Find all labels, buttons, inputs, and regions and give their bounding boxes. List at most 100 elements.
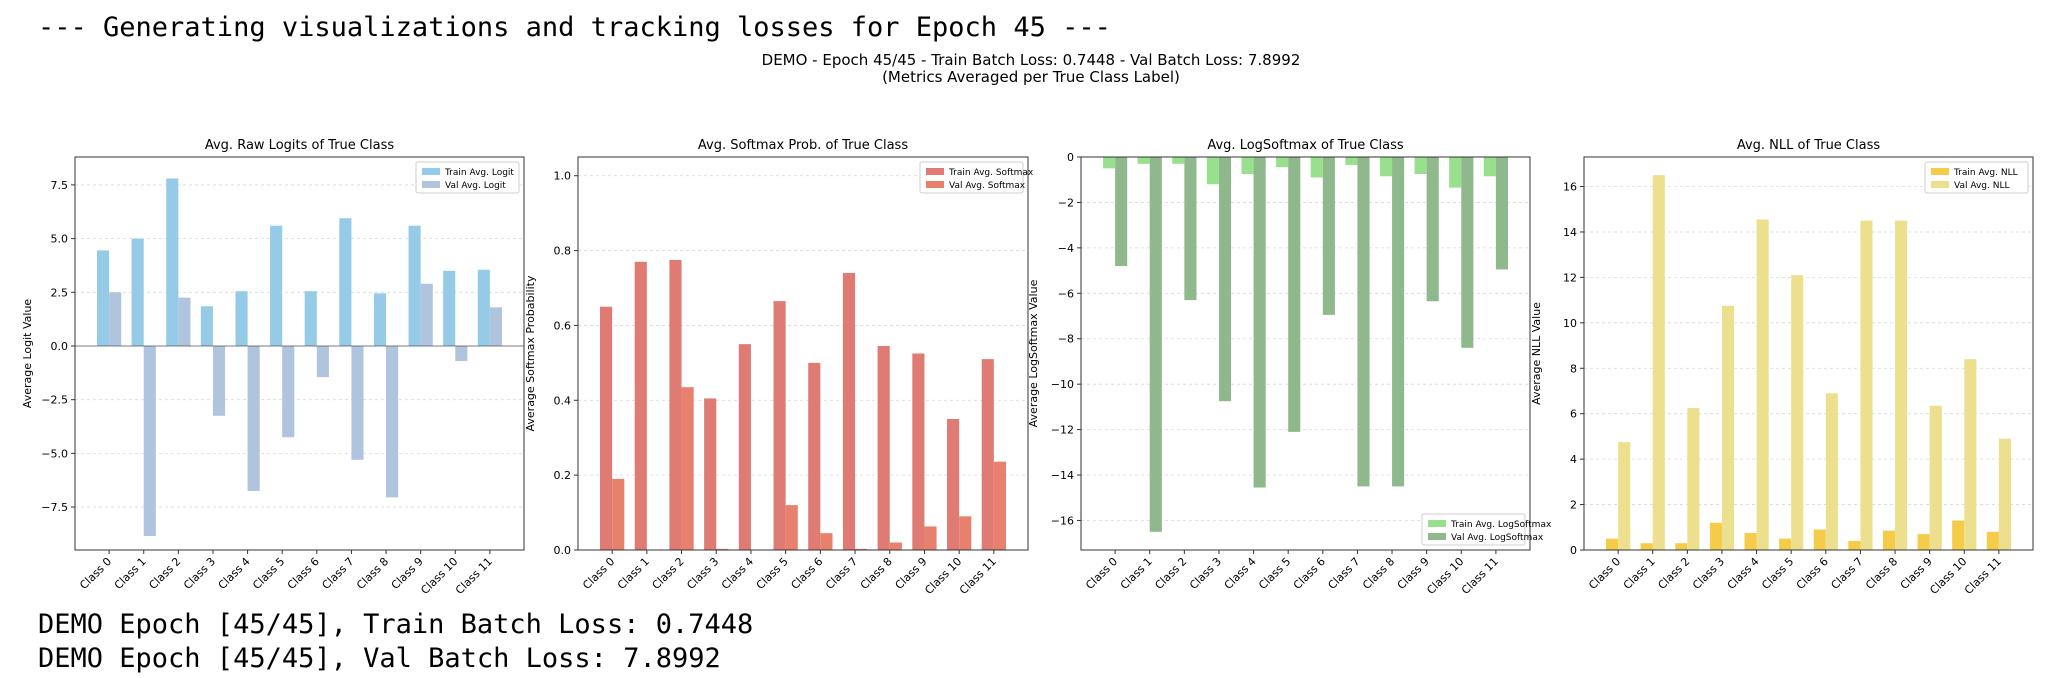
x-tick-label: Class 4 (719, 555, 756, 592)
x-tick-label: Class 2 (146, 555, 183, 592)
bar-val-1 (1652, 175, 1665, 550)
x-tick-label: Class 7 (1325, 555, 1362, 592)
bar-train-7 (339, 218, 352, 346)
bar-val-7 (1357, 157, 1370, 487)
chart-legend: Train Avg. NLL Val Avg. NLL (1924, 161, 2029, 194)
y-tick-label: 12 (1563, 271, 1577, 284)
x-tick-label: Class 11 (1459, 555, 1501, 597)
x-tick-label: Class 1 (112, 555, 149, 592)
x-tick-label: Class 5 (1759, 555, 1796, 592)
y-tick-label: 0.0 (51, 340, 69, 353)
y-tick-label: 0 (1570, 544, 1577, 557)
y-tick-label: 0.0 (554, 544, 572, 557)
figure-suptitle-line-1: DEMO - Epoch 45/45 - Train Batch Loss: 0… (761, 51, 1301, 69)
bar-val-8 (1895, 220, 1908, 550)
bar-train-7 (1345, 157, 1358, 165)
x-tick-label: Class 2 (1152, 555, 1189, 592)
x-tick-label: Class 0 (77, 555, 114, 592)
y-tick-label: 16 (1563, 181, 1577, 194)
bar-val-9 (420, 283, 433, 346)
bar-val-5 (1288, 157, 1301, 432)
x-tick-label: Class 4 (1725, 555, 1762, 592)
y-axis-label: Average Logit Value (21, 299, 34, 409)
bar-val-10 (455, 345, 468, 362)
bar-train-5 (1779, 538, 1792, 550)
y-tick-label: 0.4 (554, 394, 572, 407)
bar-train-9 (408, 225, 421, 346)
bar-train-4 (235, 291, 248, 346)
bar-val-10 (959, 516, 972, 550)
x-tick-label: Class 6 (285, 555, 322, 592)
x-tick-label: Class 10 (922, 555, 964, 597)
bar-train-0 (97, 250, 110, 346)
bar-val-11 (1495, 157, 1508, 270)
legend-swatch (1931, 168, 1949, 175)
bar-train-10 (1449, 157, 1462, 188)
x-tick-label: Class 1 (615, 555, 652, 592)
bar-train-3 (704, 398, 717, 550)
y-tick-label: −7.5 (41, 501, 68, 514)
chart-legend: Train Avg. Softmax Val Avg. Softmax (919, 161, 1034, 194)
legend-label: Train Avg. Logit (444, 168, 514, 178)
bar-val-3 (212, 345, 226, 416)
bar-val-6 (1825, 393, 1838, 550)
bar-val-9 (924, 526, 937, 550)
bar-val-1 (143, 345, 156, 537)
y-tick-label: 2 (1570, 499, 1577, 512)
bar-train-0 (1606, 538, 1619, 550)
legend-label: Val Avg. LogSoftmax (1451, 533, 1544, 543)
x-tick-label: Class 2 (1655, 555, 1692, 592)
x-tick-label: Class 4 (216, 555, 253, 592)
bar-val-8 (889, 542, 902, 550)
legend-box (1924, 161, 2029, 194)
y-tick-label: 5.0 (51, 233, 69, 246)
bar-val-0 (1115, 157, 1128, 267)
chart-title: Avg. NLL of True Class (1737, 138, 1881, 153)
y-tick-label: 1.0 (554, 170, 572, 183)
x-tick-label: Class 10 (418, 555, 460, 597)
bar-train-4 (1744, 532, 1757, 550)
x-tick-label: Class 10 (1927, 555, 1969, 597)
bar-train-7 (1848, 540, 1861, 550)
bar-train-3 (1206, 157, 1219, 185)
bar-val-9 (1426, 157, 1439, 302)
bar-train-2 (166, 178, 179, 346)
bar-val-5 (785, 505, 798, 550)
bar-val-6 (820, 533, 833, 550)
y-tick-label: −2 (1058, 196, 1074, 209)
bar-val-9 (1929, 405, 1942, 550)
bar-val-11 (993, 461, 1006, 550)
legend-label: Val Avg. Softmax (949, 181, 1026, 191)
legend-swatch (1428, 520, 1446, 527)
y-axis-label: Average NLL Value (1530, 302, 1543, 405)
bar-val-0 (1618, 442, 1631, 550)
bar-train-1 (131, 238, 144, 346)
bar-train-8 (1379, 157, 1393, 177)
legend-label: Train Avg. LogSoftmax (1450, 520, 1552, 530)
bar-train-8 (373, 293, 387, 346)
bar-val-11 (1998, 438, 2011, 550)
bar-train-8 (1882, 530, 1896, 550)
x-tick-label: Class 8 (354, 555, 391, 592)
figure-suptitle-line-2: (Metrics Averaged per True Class Label) (882, 68, 1180, 86)
x-tick-label: Class 7 (823, 555, 860, 592)
x-tick-label: Class 8 (1360, 555, 1397, 592)
bar-train-6 (808, 362, 821, 550)
legend-label: Val Avg. NLL (1954, 181, 2010, 191)
x-tick-label: Class 11 (453, 555, 495, 597)
x-tick-label: Class 3 (1690, 555, 1727, 592)
plot-frame (74, 156, 525, 551)
y-tick-label: −5.0 (41, 447, 68, 460)
bar-train-3 (1709, 522, 1722, 550)
y-tick-label: 0.6 (554, 319, 572, 332)
bar-train-11 (1986, 531, 1999, 550)
bar-val-3 (1721, 305, 1735, 550)
bar-train-5 (270, 225, 283, 346)
bar-val-3 (716, 548, 729, 550)
bar-train-9 (912, 353, 925, 550)
y-tick-label: 10 (1563, 317, 1577, 330)
legend-label: Train Avg. Softmax (948, 168, 1034, 178)
x-tick-label: Class 0 (1586, 555, 1623, 592)
y-axis-label: Average LogSoftmax Value (1027, 279, 1040, 427)
y-tick-label: 2.5 (51, 286, 69, 299)
